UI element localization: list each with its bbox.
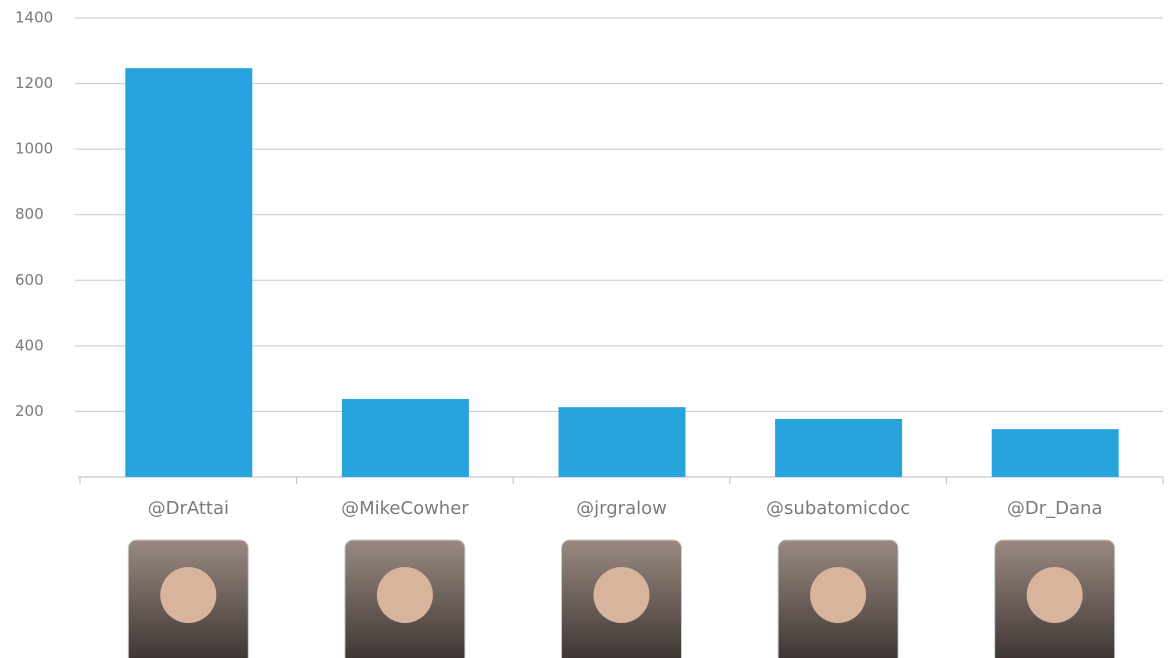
- y-tick-label: 1000: [15, 140, 53, 158]
- avatar-face: [1026, 567, 1083, 623]
- bar: [558, 407, 686, 477]
- avatar-face: [593, 567, 650, 623]
- y-tick-label: 1400: [15, 9, 53, 27]
- avatar-face: [160, 567, 217, 623]
- y-tick-label: 600: [15, 271, 44, 289]
- y-tick-label: 400: [15, 336, 44, 354]
- x-tick-label: @DrAttai: [148, 498, 229, 519]
- bar: [991, 429, 1119, 477]
- y-tick-label: 800: [15, 205, 44, 223]
- y-tick-label: 1200: [15, 74, 53, 92]
- avatar-face: [376, 567, 433, 623]
- bar: [775, 418, 903, 477]
- x-tick-label: @Dr_Dana: [1007, 498, 1103, 519]
- bar: [341, 398, 469, 477]
- y-tick-label: 200: [15, 402, 44, 420]
- x-tick-label: @subatomicdoc: [766, 498, 910, 519]
- bar: [125, 68, 253, 477]
- avatar-face: [810, 567, 867, 623]
- x-tick-label: @jrgralow: [576, 498, 667, 519]
- x-tick-label: @MikeCowher: [341, 498, 469, 519]
